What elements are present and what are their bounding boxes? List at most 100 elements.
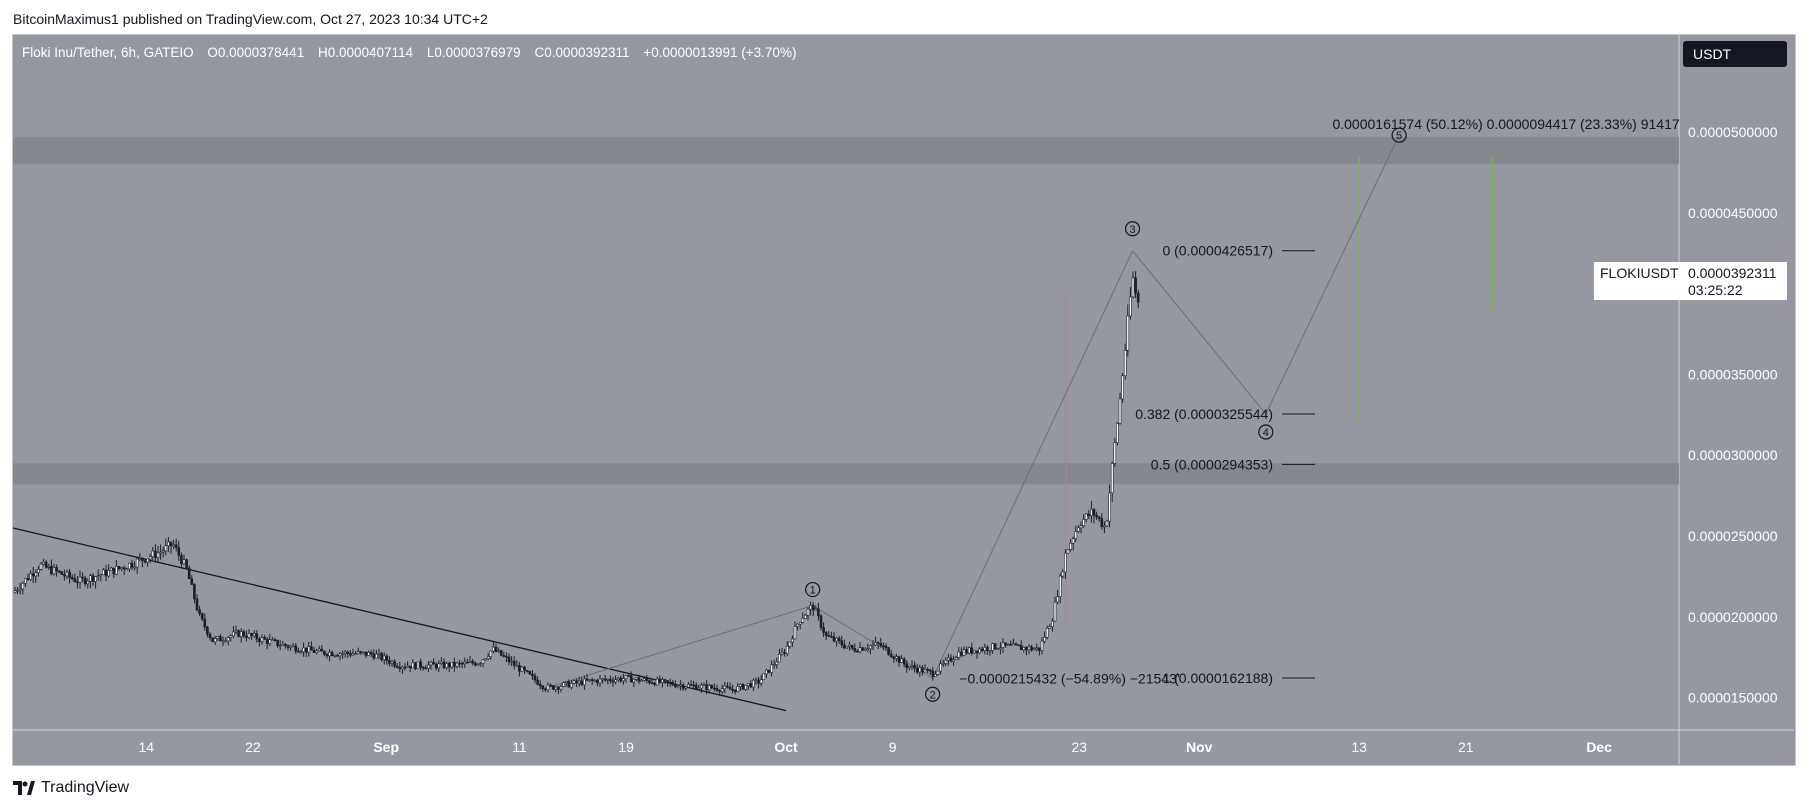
candle-body (975, 650, 979, 654)
measure-annotation-1: 0.0000161574 (50.12%) 0.0000094417 (23.3… (1332, 116, 1679, 132)
x-tick-label: Sep (373, 739, 399, 755)
candle-body (102, 569, 105, 576)
candle-body (835, 638, 838, 642)
candle-body (752, 679, 755, 688)
candle-body (442, 661, 446, 668)
candle-body (356, 651, 360, 654)
candle-body (809, 604, 812, 610)
candle-body (317, 648, 321, 652)
candle-body (603, 678, 607, 681)
candle-body (757, 679, 760, 684)
candle-body (154, 550, 157, 558)
candle-body (169, 541, 173, 547)
candle-body (81, 576, 84, 579)
candle-body (346, 651, 350, 654)
fib-level-label-3: 1 (0.0000162188) (1162, 670, 1273, 686)
candle-body (1136, 292, 1140, 303)
candle-body (187, 567, 191, 580)
legend-open-key: O (207, 45, 218, 60)
candle-body (793, 626, 797, 640)
candle-body (827, 635, 831, 637)
candle-body (609, 679, 612, 682)
candle-body (1129, 296, 1132, 317)
wave-label-1: 1 (810, 585, 816, 597)
candle-body (128, 562, 131, 570)
candle-body (52, 567, 56, 575)
candle-body (1108, 492, 1111, 522)
candle-body (1079, 525, 1083, 529)
candle-body (247, 633, 251, 638)
candle-body (302, 647, 305, 652)
candle-body (1113, 442, 1117, 464)
candle-body (1027, 646, 1031, 651)
tradingview-brand[interactable]: TradingView (13, 779, 129, 797)
candle-body (601, 678, 604, 681)
candle-body (954, 657, 958, 660)
candle-body (403, 666, 407, 669)
candle-body (325, 654, 329, 657)
candle-body (260, 637, 264, 642)
candle-body (369, 651, 373, 655)
candle-body (668, 681, 672, 684)
candle-body (528, 671, 532, 675)
candle-body (676, 685, 680, 688)
candle-body (78, 576, 82, 583)
legend-close: 0.0000392311 (544, 45, 630, 60)
candle-body (850, 644, 854, 649)
candle-body (640, 679, 643, 682)
candle-body (744, 685, 747, 690)
candle-body (645, 678, 649, 681)
candle-body (1006, 644, 1010, 646)
candle-body (489, 650, 493, 657)
candle-body (96, 575, 100, 577)
candle-body (978, 648, 981, 654)
candle-body (44, 561, 48, 568)
candle-body (122, 567, 126, 570)
candle-body (806, 608, 810, 616)
candle-body (398, 666, 402, 670)
wave-label-4: 4 (1263, 427, 1269, 439)
candle-body (473, 662, 477, 666)
candle-body (237, 630, 240, 637)
candle-body (226, 637, 230, 642)
candle-body (203, 618, 207, 628)
candle-body (70, 576, 74, 580)
measure-annotation-0: −0.0000215432 (−54.89%) −21543’ (959, 670, 1180, 686)
candle-body (635, 677, 638, 680)
y-tick-label: 0.0000150000 (1688, 690, 1778, 706)
x-tick-label: Nov (1186, 739, 1213, 755)
candle-body (50, 566, 53, 575)
candle-body (913, 664, 916, 669)
candle-body (957, 651, 961, 658)
candle-body (804, 614, 807, 619)
legend-change: +0.0000013991 (+3.70%) (643, 45, 797, 60)
fib-level-label-2: 0.5 (0.0000294353) (1151, 456, 1273, 472)
candle-body (89, 575, 92, 582)
candle-body (1017, 644, 1020, 647)
candle-body (689, 684, 693, 686)
candle-body (29, 573, 32, 580)
candle-body (1009, 644, 1013, 646)
candle-body (596, 680, 599, 684)
legend-high-key: H (317, 45, 328, 60)
candle-body (650, 682, 654, 685)
candle-body (315, 650, 318, 653)
candle-body (291, 645, 295, 648)
candle-body (151, 550, 155, 557)
candle-body (65, 571, 69, 577)
legend-open: 0.0000378441 (217, 45, 305, 60)
candle-body (284, 643, 287, 647)
candle-body (1095, 514, 1098, 518)
candle-body (918, 667, 922, 673)
candle-body (161, 550, 165, 553)
candle-body (263, 637, 266, 640)
candle-body (720, 688, 724, 692)
candle-body (681, 684, 685, 689)
candle-body (94, 576, 97, 582)
legend-low-key: L (426, 45, 435, 60)
currency-button[interactable]: USDT (1683, 41, 1787, 67)
candle-body (120, 567, 123, 569)
candle-body (499, 650, 503, 656)
candle-body (200, 613, 204, 620)
